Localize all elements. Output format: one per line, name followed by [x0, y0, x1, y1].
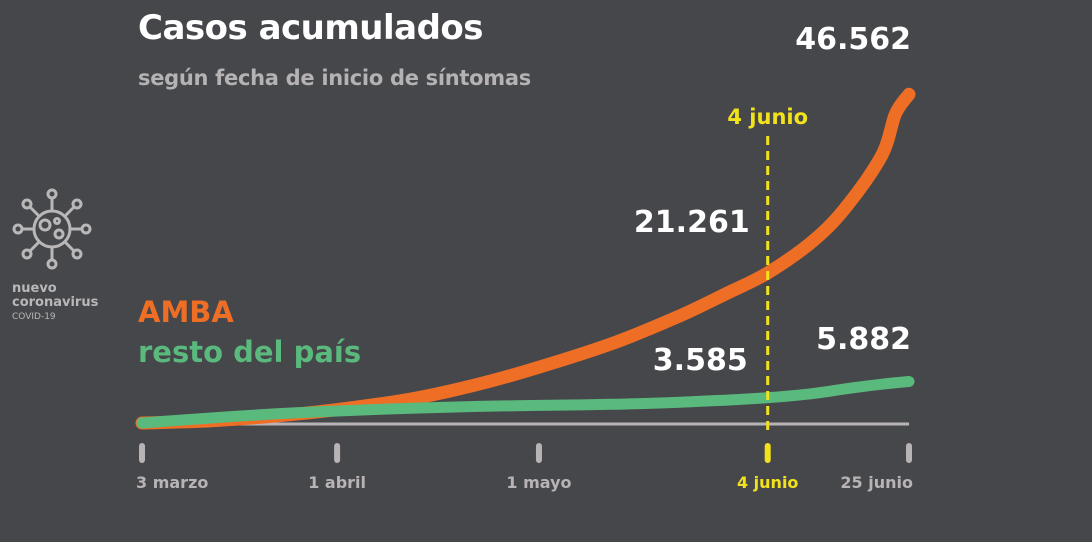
- x-tick-label: 25 junio: [840, 473, 913, 492]
- chart-title: Casos acumulados: [138, 8, 484, 48]
- legend-amba: AMBA: [138, 295, 234, 329]
- series-line-amba: [135, 87, 916, 430]
- data-label: 21.261: [634, 205, 750, 240]
- series-line-resto: [136, 376, 915, 429]
- data-label: 5.882: [816, 322, 911, 357]
- marker-label: 4 junio: [727, 105, 808, 129]
- brand-line-3: COVID-19: [12, 311, 56, 322]
- brand-line-2: coronavirus: [12, 295, 99, 311]
- data-label: 3.585: [653, 343, 748, 378]
- x-tick-label: 1 abril: [308, 473, 366, 492]
- x-tick-label: 3 marzo: [136, 473, 208, 492]
- chart-subtitle: según fecha de inicio de síntomas: [138, 66, 531, 90]
- brand-line-1: nuevo: [12, 281, 57, 296]
- data-label: 46.562: [795, 22, 911, 57]
- brand-block: nuevo coronavirus COVID-19: [12, 186, 122, 322]
- coronavirus-icon: [12, 188, 92, 270]
- legend-resto: resto del país: [138, 335, 361, 369]
- x-tick-label: 1 mayo: [506, 473, 571, 492]
- x-tick-label: 4 junio: [737, 473, 798, 492]
